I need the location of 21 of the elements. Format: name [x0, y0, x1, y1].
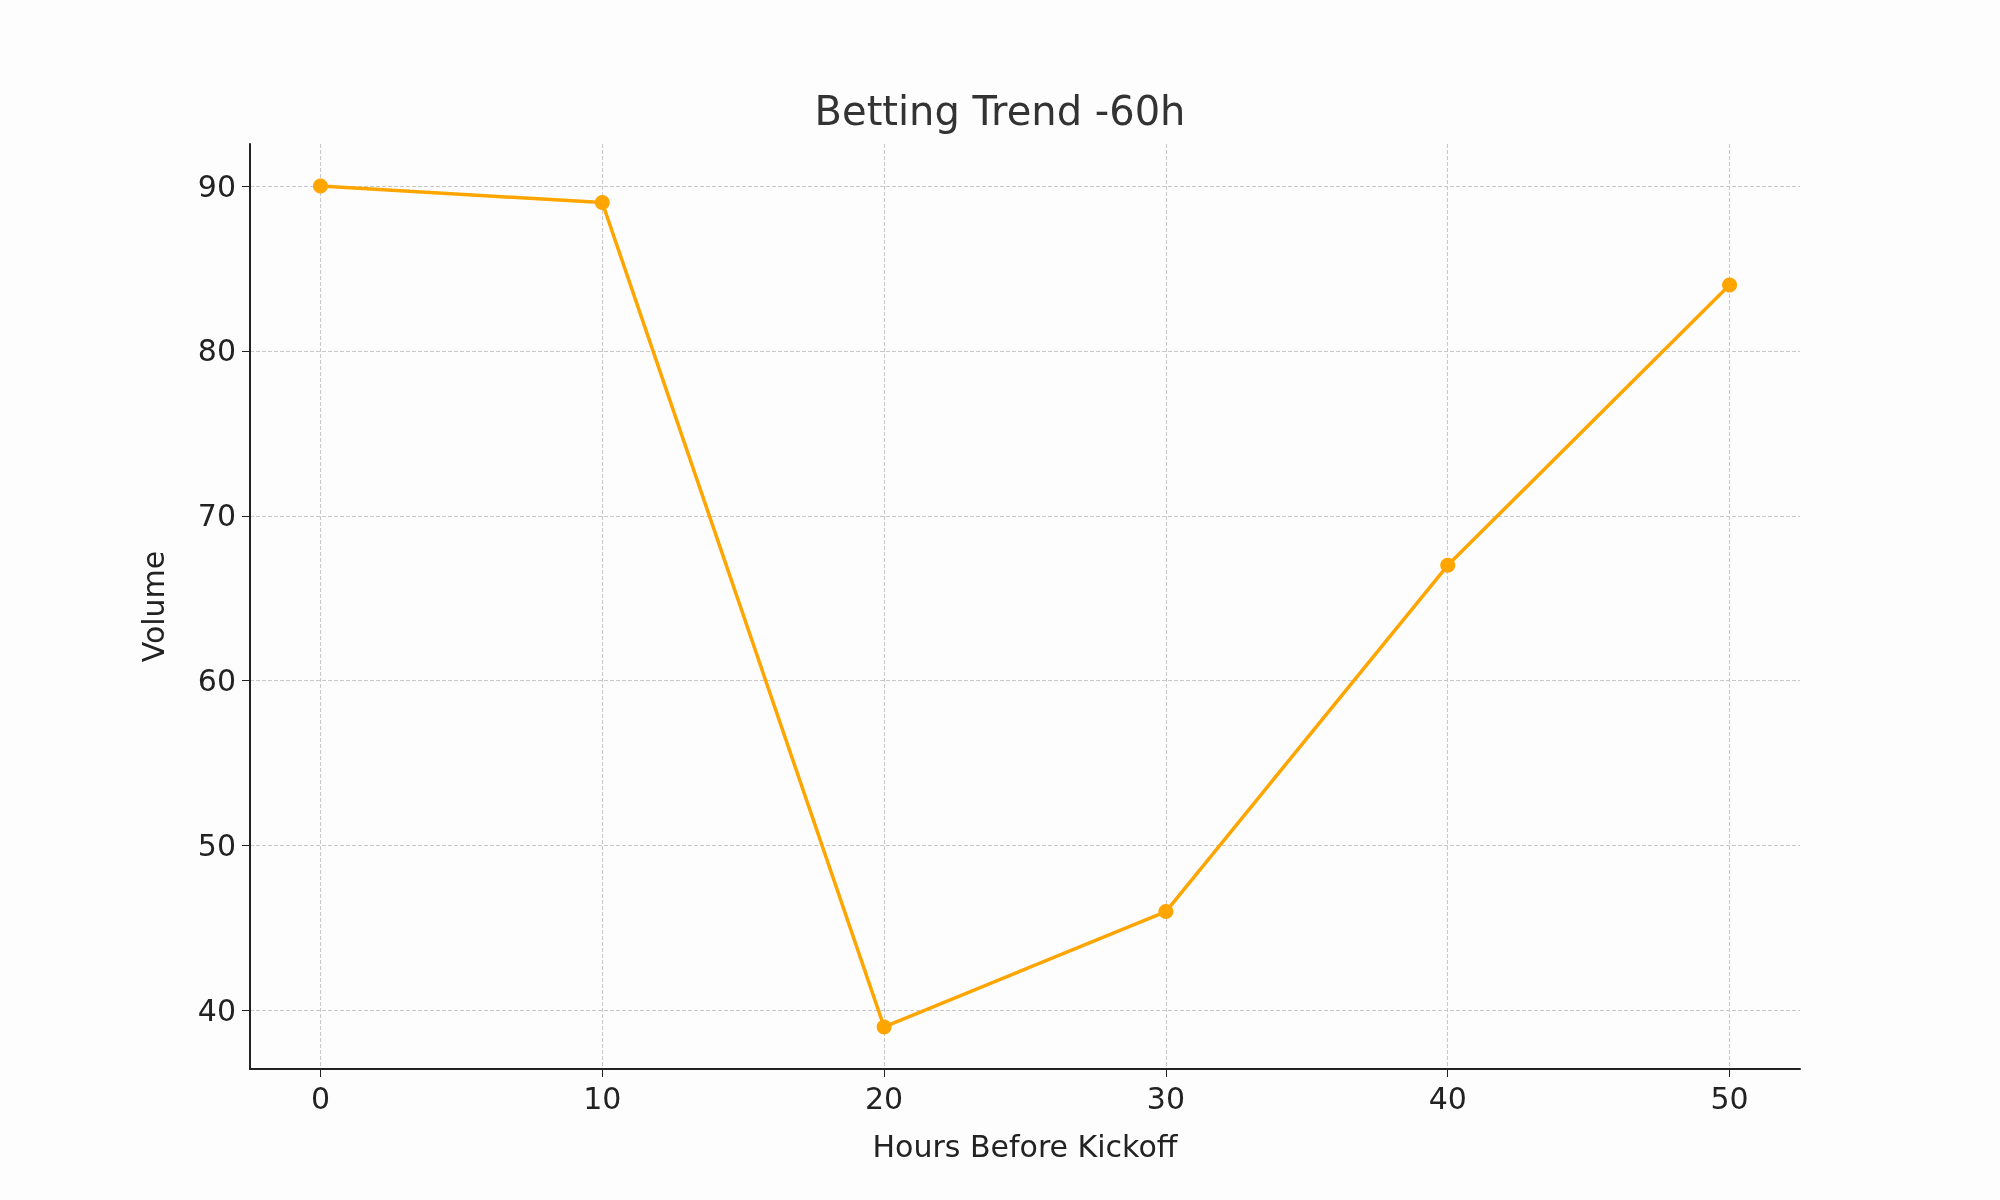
point	[312, 178, 328, 194]
x-tick-label: 10	[583, 1080, 622, 1116]
point	[1158, 904, 1174, 920]
y-tick-label: 90	[197, 168, 236, 204]
point	[876, 1019, 892, 1035]
y-tick-label: 50	[197, 828, 236, 864]
y-tick-label: 70	[197, 498, 236, 534]
point	[594, 195, 610, 211]
y-axis-title: Volume	[135, 550, 171, 663]
y-tick-label: 80	[197, 333, 236, 369]
y-tick-label: 60	[197, 663, 236, 699]
x-tick-label: 20	[865, 1080, 904, 1116]
point	[1722, 277, 1738, 293]
x-axis-title: Hours Before Kickoff	[872, 1128, 1179, 1164]
x-tick-label: 40	[1428, 1080, 1467, 1116]
x-tick-label: 50	[1710, 1080, 1749, 1116]
chart-title: Betting Trend -60h	[814, 88, 1186, 134]
point	[1440, 557, 1456, 573]
x-tick-label: 0	[310, 1080, 330, 1116]
y-tick-label: 40	[197, 992, 236, 1028]
x-tick-label: 30	[1146, 1080, 1185, 1116]
